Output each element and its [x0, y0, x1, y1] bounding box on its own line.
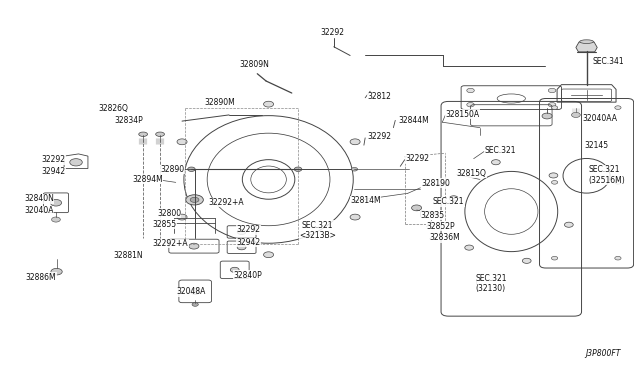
Text: SEC.321
<3213B>: SEC.321 <3213B> [299, 221, 336, 240]
Text: 32844M: 32844M [398, 116, 429, 125]
Text: 32852P: 32852P [427, 222, 455, 231]
Circle shape [177, 214, 187, 220]
Circle shape [190, 197, 199, 202]
Text: 32048A: 32048A [177, 287, 206, 296]
Text: 32292: 32292 [42, 155, 65, 164]
Circle shape [615, 180, 621, 184]
Circle shape [412, 205, 422, 211]
Text: 32815Q: 32815Q [457, 169, 486, 178]
Circle shape [264, 101, 273, 107]
Circle shape [294, 167, 302, 171]
Text: 32292: 32292 [321, 28, 344, 36]
Circle shape [552, 106, 557, 109]
Text: 32942: 32942 [237, 238, 260, 247]
Circle shape [552, 180, 557, 184]
Circle shape [542, 113, 552, 119]
Ellipse shape [139, 132, 148, 137]
Text: 32890: 32890 [161, 165, 185, 174]
Circle shape [449, 196, 458, 201]
Circle shape [52, 217, 60, 222]
Circle shape [264, 252, 273, 258]
Circle shape [237, 245, 246, 250]
Text: 32890M: 32890M [204, 97, 235, 106]
Text: 32836M: 32836M [430, 233, 461, 242]
Circle shape [522, 258, 531, 263]
Circle shape [51, 199, 61, 206]
Text: SEC.321
(32130): SEC.321 (32130) [476, 274, 507, 294]
Polygon shape [576, 42, 597, 52]
Circle shape [177, 139, 187, 145]
Text: SEC.321: SEC.321 [433, 197, 465, 206]
Text: 328190: 328190 [422, 179, 451, 187]
Circle shape [615, 256, 621, 260]
Circle shape [350, 139, 360, 145]
Circle shape [51, 268, 62, 275]
Text: 32292+A: 32292+A [152, 239, 188, 248]
Text: 32040A: 32040A [24, 206, 54, 215]
Circle shape [192, 303, 198, 306]
Circle shape [188, 167, 195, 171]
Text: 32812: 32812 [367, 92, 391, 101]
Text: 32809N: 32809N [239, 60, 269, 69]
Text: 32145: 32145 [585, 141, 609, 150]
Text: 32894M: 32894M [132, 175, 163, 184]
Text: 32800: 32800 [157, 209, 181, 218]
Text: 32840N: 32840N [24, 194, 54, 203]
Circle shape [552, 256, 557, 260]
Circle shape [465, 245, 474, 250]
Circle shape [70, 159, 83, 166]
Circle shape [548, 88, 556, 93]
Circle shape [615, 106, 621, 109]
Text: 32942: 32942 [42, 167, 65, 176]
Text: 32881N: 32881N [114, 251, 143, 260]
Text: 32292: 32292 [237, 225, 260, 234]
Circle shape [351, 167, 358, 171]
Text: 32834P: 32834P [115, 116, 143, 125]
Circle shape [572, 112, 580, 118]
Circle shape [549, 173, 558, 178]
Text: 32826Q: 32826Q [98, 104, 128, 113]
Text: 32814M: 32814M [350, 196, 381, 205]
Text: SEC.341: SEC.341 [593, 57, 625, 66]
Circle shape [237, 230, 246, 234]
Text: 32292: 32292 [367, 132, 391, 141]
Text: 32292: 32292 [405, 154, 429, 163]
Text: 32040AA: 32040AA [582, 114, 617, 123]
Circle shape [564, 222, 573, 227]
Text: 32835: 32835 [420, 211, 444, 219]
Circle shape [230, 267, 239, 272]
Ellipse shape [156, 132, 164, 137]
Circle shape [433, 212, 439, 215]
Circle shape [492, 160, 500, 165]
Circle shape [467, 88, 474, 93]
Text: SEC.321
(32516M): SEC.321 (32516M) [588, 166, 625, 185]
Ellipse shape [580, 40, 593, 44]
Circle shape [190, 288, 200, 294]
Circle shape [350, 214, 360, 220]
Circle shape [467, 103, 474, 107]
Circle shape [189, 243, 199, 249]
Circle shape [186, 195, 204, 205]
Text: J3P800FT: J3P800FT [586, 349, 621, 358]
Circle shape [548, 103, 556, 107]
Text: 32886M: 32886M [26, 273, 56, 282]
Text: 32840P: 32840P [234, 271, 262, 280]
Text: 32292+A: 32292+A [209, 198, 244, 207]
Text: SEC.321: SEC.321 [484, 146, 516, 155]
Text: 328150A: 328150A [445, 110, 479, 119]
Text: 32855: 32855 [152, 220, 177, 229]
